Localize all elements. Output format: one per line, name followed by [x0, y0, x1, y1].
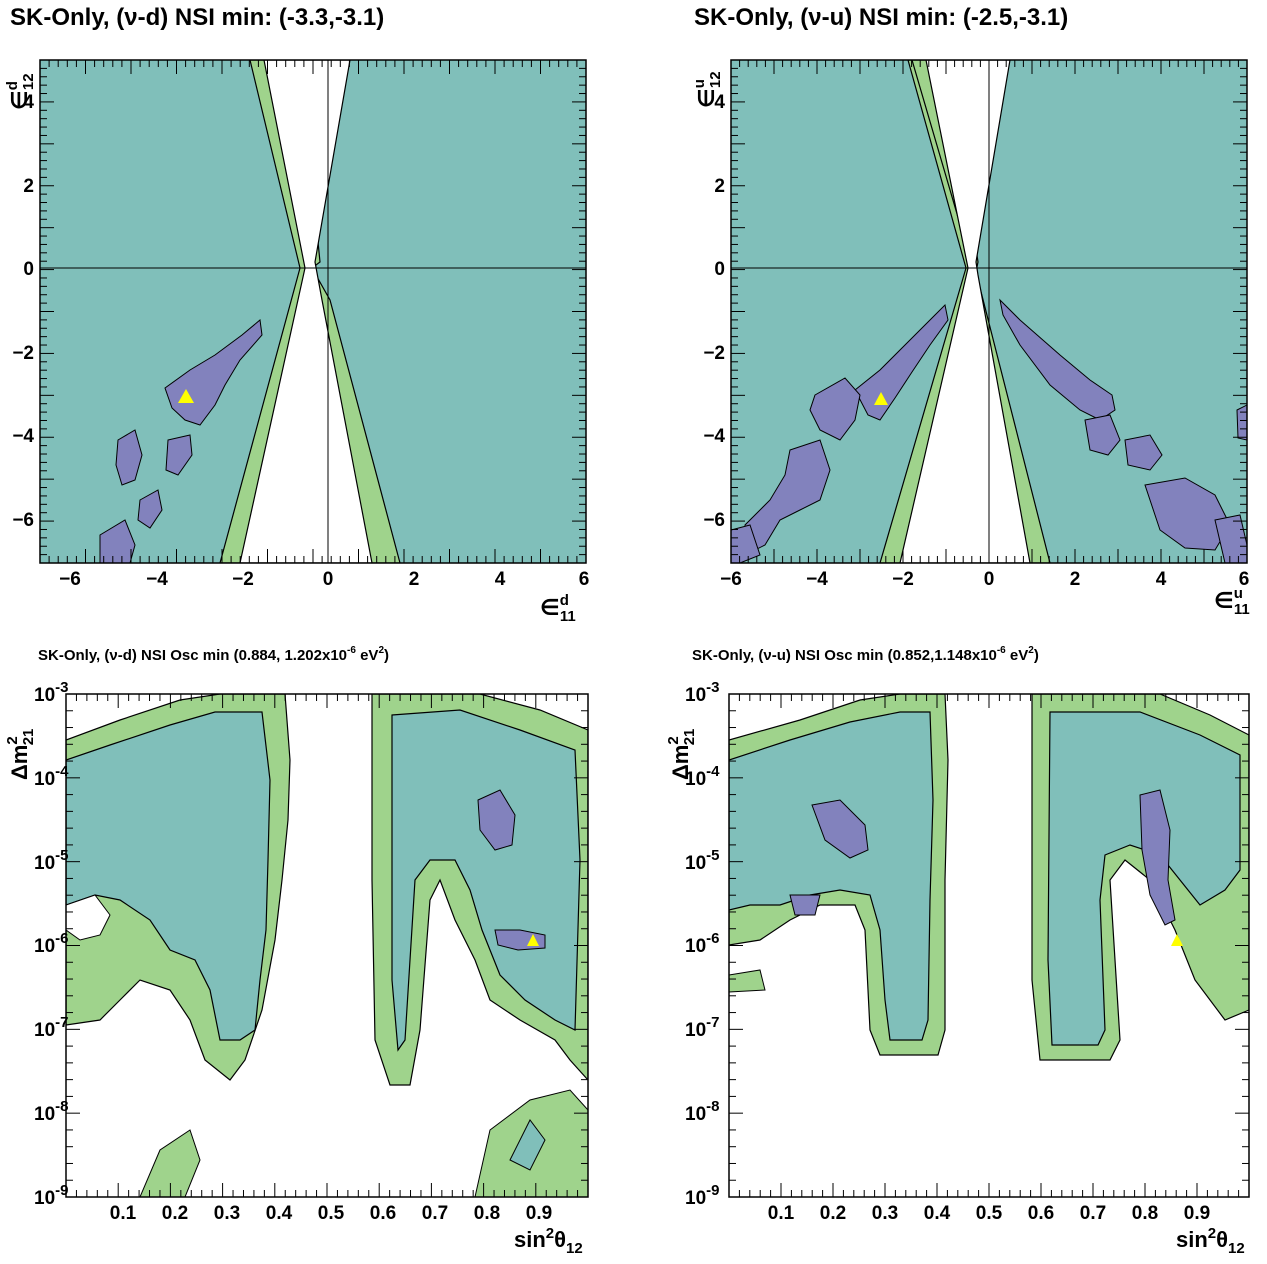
x-tick-label: −2 — [892, 569, 914, 590]
y-tick-label: 2 — [714, 176, 725, 197]
y-axis-label: Δm221 — [4, 729, 37, 780]
panel-osc-d-plot-area — [66, 694, 588, 1197]
x-tick-label: 0.9 — [1184, 1203, 1210, 1224]
purple-island — [1237, 405, 1247, 440]
y-tick-label: 10-6 — [34, 930, 68, 957]
x-tick-label: 0.8 — [474, 1203, 500, 1224]
panel-nsi-u-y-ticks: 4 2 0 −2 −4 −6 — [703, 92, 725, 531]
x-tick-label: −4 — [806, 569, 828, 590]
y-tick-label: 10-5 — [685, 847, 719, 874]
x-tick-label: 0.1 — [768, 1203, 795, 1224]
panel-nsi-u-x-ticks: −6 −4 −2 0 2 4 6 — [720, 569, 1249, 590]
x-tick-label: 0.2 — [162, 1203, 188, 1224]
x-tick-label: 2 — [1070, 569, 1081, 590]
y-tick-label: 0 — [23, 259, 34, 280]
panel-osc-d-title: SK-Only, (ν-d) NSI Osc min (0.884, 1.202… — [38, 645, 389, 664]
y-tick-label: 10-8 — [34, 1098, 68, 1125]
panel-nsi-d-plot-area — [40, 60, 586, 563]
x-tick-label: 0.6 — [370, 1203, 396, 1224]
x-tick-label: 0.2 — [820, 1203, 846, 1224]
panel-osc-d: SK-Only, (ν-d) NSI Osc min (0.884, 1.202… — [4, 645, 588, 1257]
x-tick-label: 0.3 — [872, 1203, 898, 1224]
y-tick-label: −6 — [12, 510, 34, 531]
y-tick-label: −2 — [703, 343, 725, 364]
y-tick-label: 10-4 — [34, 763, 69, 790]
x-tick-label: −4 — [146, 569, 168, 590]
x-tick-label: 0.1 — [110, 1203, 137, 1224]
y-tick-label: −4 — [703, 426, 725, 447]
purple-island — [790, 895, 820, 915]
panel-nsi-d-y-ticks: 4 2 0 −2 −4 −6 — [12, 92, 34, 531]
y-tick-label: 10-9 — [685, 1182, 719, 1209]
y-tick-label: 10-6 — [685, 930, 719, 957]
y-tick-label: 10-8 — [685, 1098, 719, 1125]
x-tick-label: 0 — [984, 569, 995, 590]
x-axis-label: sin2θ12 — [514, 1225, 583, 1257]
panel-nsi-d-title: SK-Only, (ν-d) NSI min: (-3.3,-3.1) — [10, 4, 384, 31]
panel-osc-u-x-ticks: 0.1 0.2 0.3 0.4 0.5 0.6 0.7 0.8 0.9 — [768, 1203, 1210, 1224]
x-tick-label: 4 — [1156, 569, 1167, 590]
x-tick-label: 0.7 — [422, 1203, 448, 1224]
y-tick-label: −6 — [703, 510, 725, 531]
panel-nsi-d: SK-Only, (ν-d) NSI min: (-3.3,-3.1) −6 −… — [4, 4, 589, 625]
x-tick-label: 0.5 — [318, 1203, 345, 1224]
y-tick-label: 10-5 — [34, 847, 68, 874]
panel-osc-u-title: SK-Only, (ν-u) NSI Osc min (0.852,1.148x… — [692, 645, 1039, 664]
x-axis-label: sin2θ12 — [1176, 1225, 1245, 1257]
x-tick-label: 4 — [495, 569, 506, 590]
x-tick-label: 0 — [323, 569, 334, 590]
x-tick-label: 6 — [579, 569, 590, 590]
x-tick-label: 0.4 — [266, 1203, 293, 1224]
panel-nsi-d-x-ticks: −6 −4 −2 0 2 4 6 — [59, 569, 589, 590]
x-tick-label: −6 — [720, 569, 742, 590]
panel-nsi-u-plot-area — [731, 60, 1247, 563]
panel-nsi-u: SK-Only, (ν-u) NSI min: (-2.5,-3.1) — [691, 4, 1250, 618]
x-tick-label: 0.7 — [1080, 1203, 1106, 1224]
y-tick-label: 10-7 — [34, 1014, 68, 1041]
y-tick-label: −2 — [12, 343, 34, 364]
panel-nsi-u-title: SK-Only, (ν-u) NSI min: (-2.5,-3.1) — [694, 4, 1068, 31]
x-tick-label: 0.8 — [1132, 1203, 1158, 1224]
x-tick-label: 2 — [409, 569, 420, 590]
y-tick-label: 10-9 — [34, 1182, 68, 1209]
y-tick-label: −4 — [12, 426, 34, 447]
x-tick-label: −2 — [232, 569, 254, 590]
y-tick-label: 10-3 — [685, 679, 719, 706]
x-tick-label: 0.6 — [1028, 1203, 1054, 1224]
x-tick-label: −6 — [59, 569, 81, 590]
y-tick-label: 10-3 — [34, 679, 68, 706]
x-axis-label: ∈d 11 — [540, 592, 576, 625]
x-tick-label: 0.9 — [526, 1203, 552, 1224]
y-tick-label: 2 — [23, 176, 34, 197]
panel-osc-u-plot-area — [729, 694, 1249, 1197]
panel-osc-d-x-ticks: 0.1 0.2 0.3 0.4 0.5 0.6 0.7 0.8 0.9 — [110, 1203, 552, 1224]
x-tick-label: 0.4 — [924, 1203, 951, 1224]
x-tick-label: 0.5 — [976, 1203, 1003, 1224]
y-tick-label: 0 — [714, 259, 725, 280]
x-tick-label: 0.3 — [214, 1203, 240, 1224]
panel-osc-u: SK-Only, (ν-u) NSI Osc min (0.852,1.148x… — [665, 645, 1249, 1257]
y-tick-label: 10-7 — [685, 1014, 719, 1041]
panel-osc-d-y-ticks: 10-3 10-4 10-5 10-6 10-7 10-8 10-9 — [34, 679, 69, 1209]
